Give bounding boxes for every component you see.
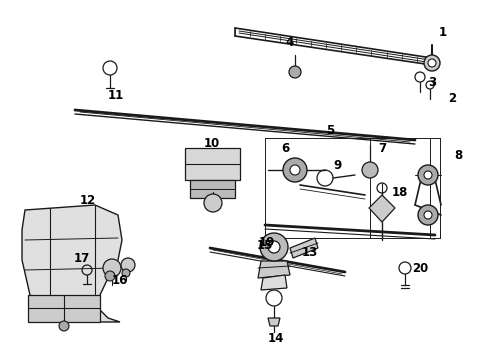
Text: 6: 6 [281,141,289,154]
Text: 17: 17 [74,252,90,265]
Text: 12: 12 [80,194,96,207]
Circle shape [424,171,432,179]
Polygon shape [290,238,318,258]
Text: 11: 11 [108,89,124,102]
Polygon shape [28,295,100,322]
Text: 13: 13 [302,246,318,258]
Text: 14: 14 [268,332,284,345]
Polygon shape [268,318,280,326]
Circle shape [122,269,130,277]
Circle shape [260,233,288,261]
Polygon shape [190,180,235,198]
Text: 5: 5 [326,123,334,136]
Polygon shape [258,261,290,278]
Circle shape [103,259,121,277]
Circle shape [428,59,436,67]
Polygon shape [185,148,240,180]
Polygon shape [369,195,395,222]
Text: 4: 4 [286,36,294,49]
Text: 2: 2 [448,91,456,104]
Circle shape [283,158,307,182]
Text: 8: 8 [454,149,462,162]
Circle shape [59,321,69,331]
Polygon shape [22,205,122,322]
Circle shape [289,66,301,78]
Text: 1: 1 [439,26,447,39]
Text: 18: 18 [392,185,408,198]
Text: 19: 19 [259,235,275,248]
Text: 16: 16 [112,274,128,287]
Circle shape [121,258,135,272]
Circle shape [268,241,280,253]
Circle shape [424,211,432,219]
Text: 9: 9 [334,158,342,171]
Text: 10: 10 [204,136,220,149]
Circle shape [290,165,300,175]
Polygon shape [261,275,287,290]
Text: 7: 7 [378,141,386,154]
Circle shape [204,194,222,212]
Text: 15: 15 [257,239,273,252]
Circle shape [362,162,378,178]
Circle shape [418,205,438,225]
Text: 20: 20 [412,261,428,274]
Circle shape [424,55,440,71]
Circle shape [418,165,438,185]
Circle shape [105,271,115,281]
Text: 3: 3 [428,76,436,89]
